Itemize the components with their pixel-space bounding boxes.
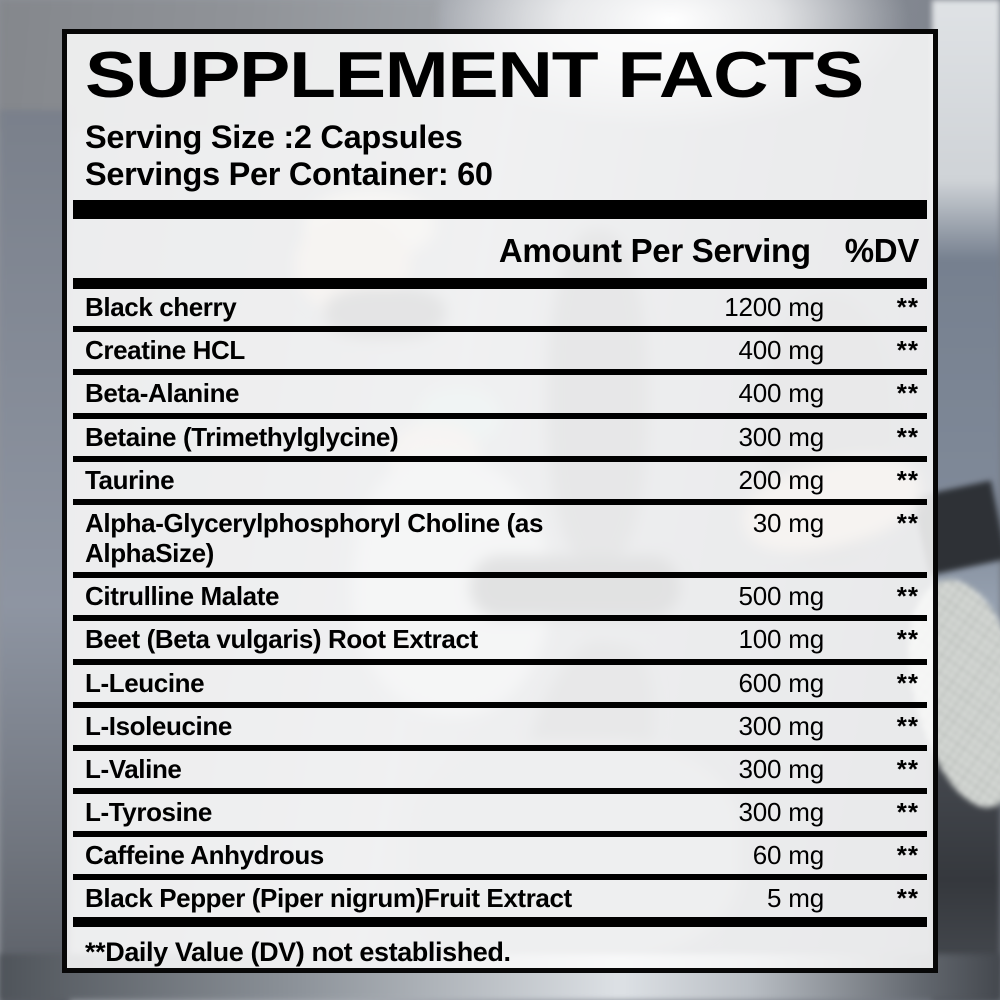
ingredient-dv: ** <box>896 883 919 914</box>
ingredient-dv: ** <box>896 464 919 495</box>
ingredient-dv: ** <box>896 753 919 784</box>
ingredient-dv: ** <box>896 667 919 698</box>
ingredient-amount: 30 mg <box>752 507 824 538</box>
servings-per-container-text: Servings Per Container: 60 <box>85 156 493 193</box>
amount-per-serving-header: Amount Per Serving <box>498 232 811 270</box>
ingredient-row: L-Valine 300 mg ** <box>73 751 927 794</box>
ingredient-row: L-Leucine 600 mg ** <box>73 665 927 708</box>
ingredient-name: Caffeine Anhydrous <box>85 840 324 871</box>
ingredient-name: Citrulline Malate <box>85 581 280 612</box>
ingredient-amount: 5 mg <box>766 883 824 914</box>
ingredient-row: Citrulline Malate 500 mg ** <box>73 578 927 622</box>
ingredient-dv: ** <box>896 292 919 323</box>
ingredient-row: Beet (Beta vulgaris) Root Extract 100 mg… <box>73 621 927 665</box>
ingredient-row: Creatine HCL 400 mg ** <box>73 332 927 376</box>
ingredient-row: Caffeine Anhydrous 60 mg ** <box>73 837 927 881</box>
ingredient-amount: 300 mg <box>738 421 824 452</box>
supplement-facts-panel: SUPPLEMENT FACTS Serving Size :2 Capsule… <box>62 29 938 973</box>
ingredient-amount: 60 mg <box>752 840 824 871</box>
ingredient-row: Betaine (Trimethylglycine) 300 mg ** <box>73 419 927 462</box>
ingredient-name: L-Valine <box>85 753 182 784</box>
ingredient-row: Taurine 200 mg ** <box>73 462 927 505</box>
ingredient-amount: 500 mg <box>738 581 824 612</box>
background-left-wall <box>0 110 70 1000</box>
ingredient-name: Alpha-Glycerylphosphoryl Choline (as Alp… <box>85 507 544 569</box>
ingredient-name: Beet (Beta vulgaris) Root Extract <box>85 624 478 655</box>
ingredient-dv: ** <box>896 840 919 871</box>
serving-size-text: Serving Size :2 Capsules <box>85 119 463 155</box>
ingredient-amount: 1200 mg <box>724 292 824 323</box>
dv-header: %DV <box>844 232 920 270</box>
ingredient-name: Betaine (Trimethylglycine) <box>85 421 399 452</box>
ingredient-dv: ** <box>896 581 919 612</box>
ingredient-amount: 300 mg <box>738 710 824 741</box>
panel-title: SUPPLEMENT FACTS <box>85 38 864 111</box>
ingredient-name: L-Leucine <box>85 667 205 698</box>
table-header-row: Amount Per Serving %DV <box>73 219 927 290</box>
ingredient-row: Beta-Alanine 400 mg ** <box>73 375 927 419</box>
ingredient-dv: ** <box>896 710 919 741</box>
ingredient-name: Black Pepper (Piper nigrum)Fruit Extract <box>85 883 572 914</box>
ingredient-amount: 300 mg <box>738 753 824 784</box>
ingredients-table: Black cherry 1200 mg ** Creatine HCL 400… <box>73 289 927 928</box>
ingredient-row: L-Tyrosine 300 mg ** <box>73 794 927 838</box>
ingredient-name: Creatine HCL <box>85 335 245 366</box>
ingredient-row: Black cherry 1200 mg ** <box>73 289 927 333</box>
ingredient-dv: ** <box>896 796 919 827</box>
daily-value-footnote: **Daily Value (DV) not established. <box>85 937 511 968</box>
ingredient-dv: ** <box>896 378 919 409</box>
ingredient-name: L-Isoleucine <box>85 710 232 741</box>
ingredient-dv: ** <box>896 624 919 655</box>
ingredient-row: L-Isoleucine 300 mg ** <box>73 708 927 751</box>
ingredient-amount: 200 mg <box>738 464 824 495</box>
ingredient-dv: ** <box>896 335 919 366</box>
ingredient-row: Alpha-Glycerylphosphoryl Choline (as Alp… <box>73 505 927 579</box>
ingredient-amount: 400 mg <box>738 378 824 409</box>
ingredient-name: Taurine <box>85 464 175 495</box>
ingredient-amount: 400 mg <box>738 335 824 366</box>
ingredient-name: Black cherry <box>85 292 237 323</box>
thick-divider <box>73 200 927 220</box>
ingredient-name: L-Tyrosine <box>85 796 212 827</box>
ingredient-amount: 300 mg <box>738 796 824 827</box>
ingredient-row: Black Pepper (Piper nigrum)Fruit Extract… <box>73 880 927 928</box>
ingredient-name: Beta-Alanine <box>85 378 240 409</box>
ingredient-dv: ** <box>896 507 919 538</box>
ingredient-amount: 600 mg <box>738 667 824 698</box>
ingredient-amount: 100 mg <box>738 624 824 655</box>
ingredient-dv: ** <box>896 421 919 452</box>
